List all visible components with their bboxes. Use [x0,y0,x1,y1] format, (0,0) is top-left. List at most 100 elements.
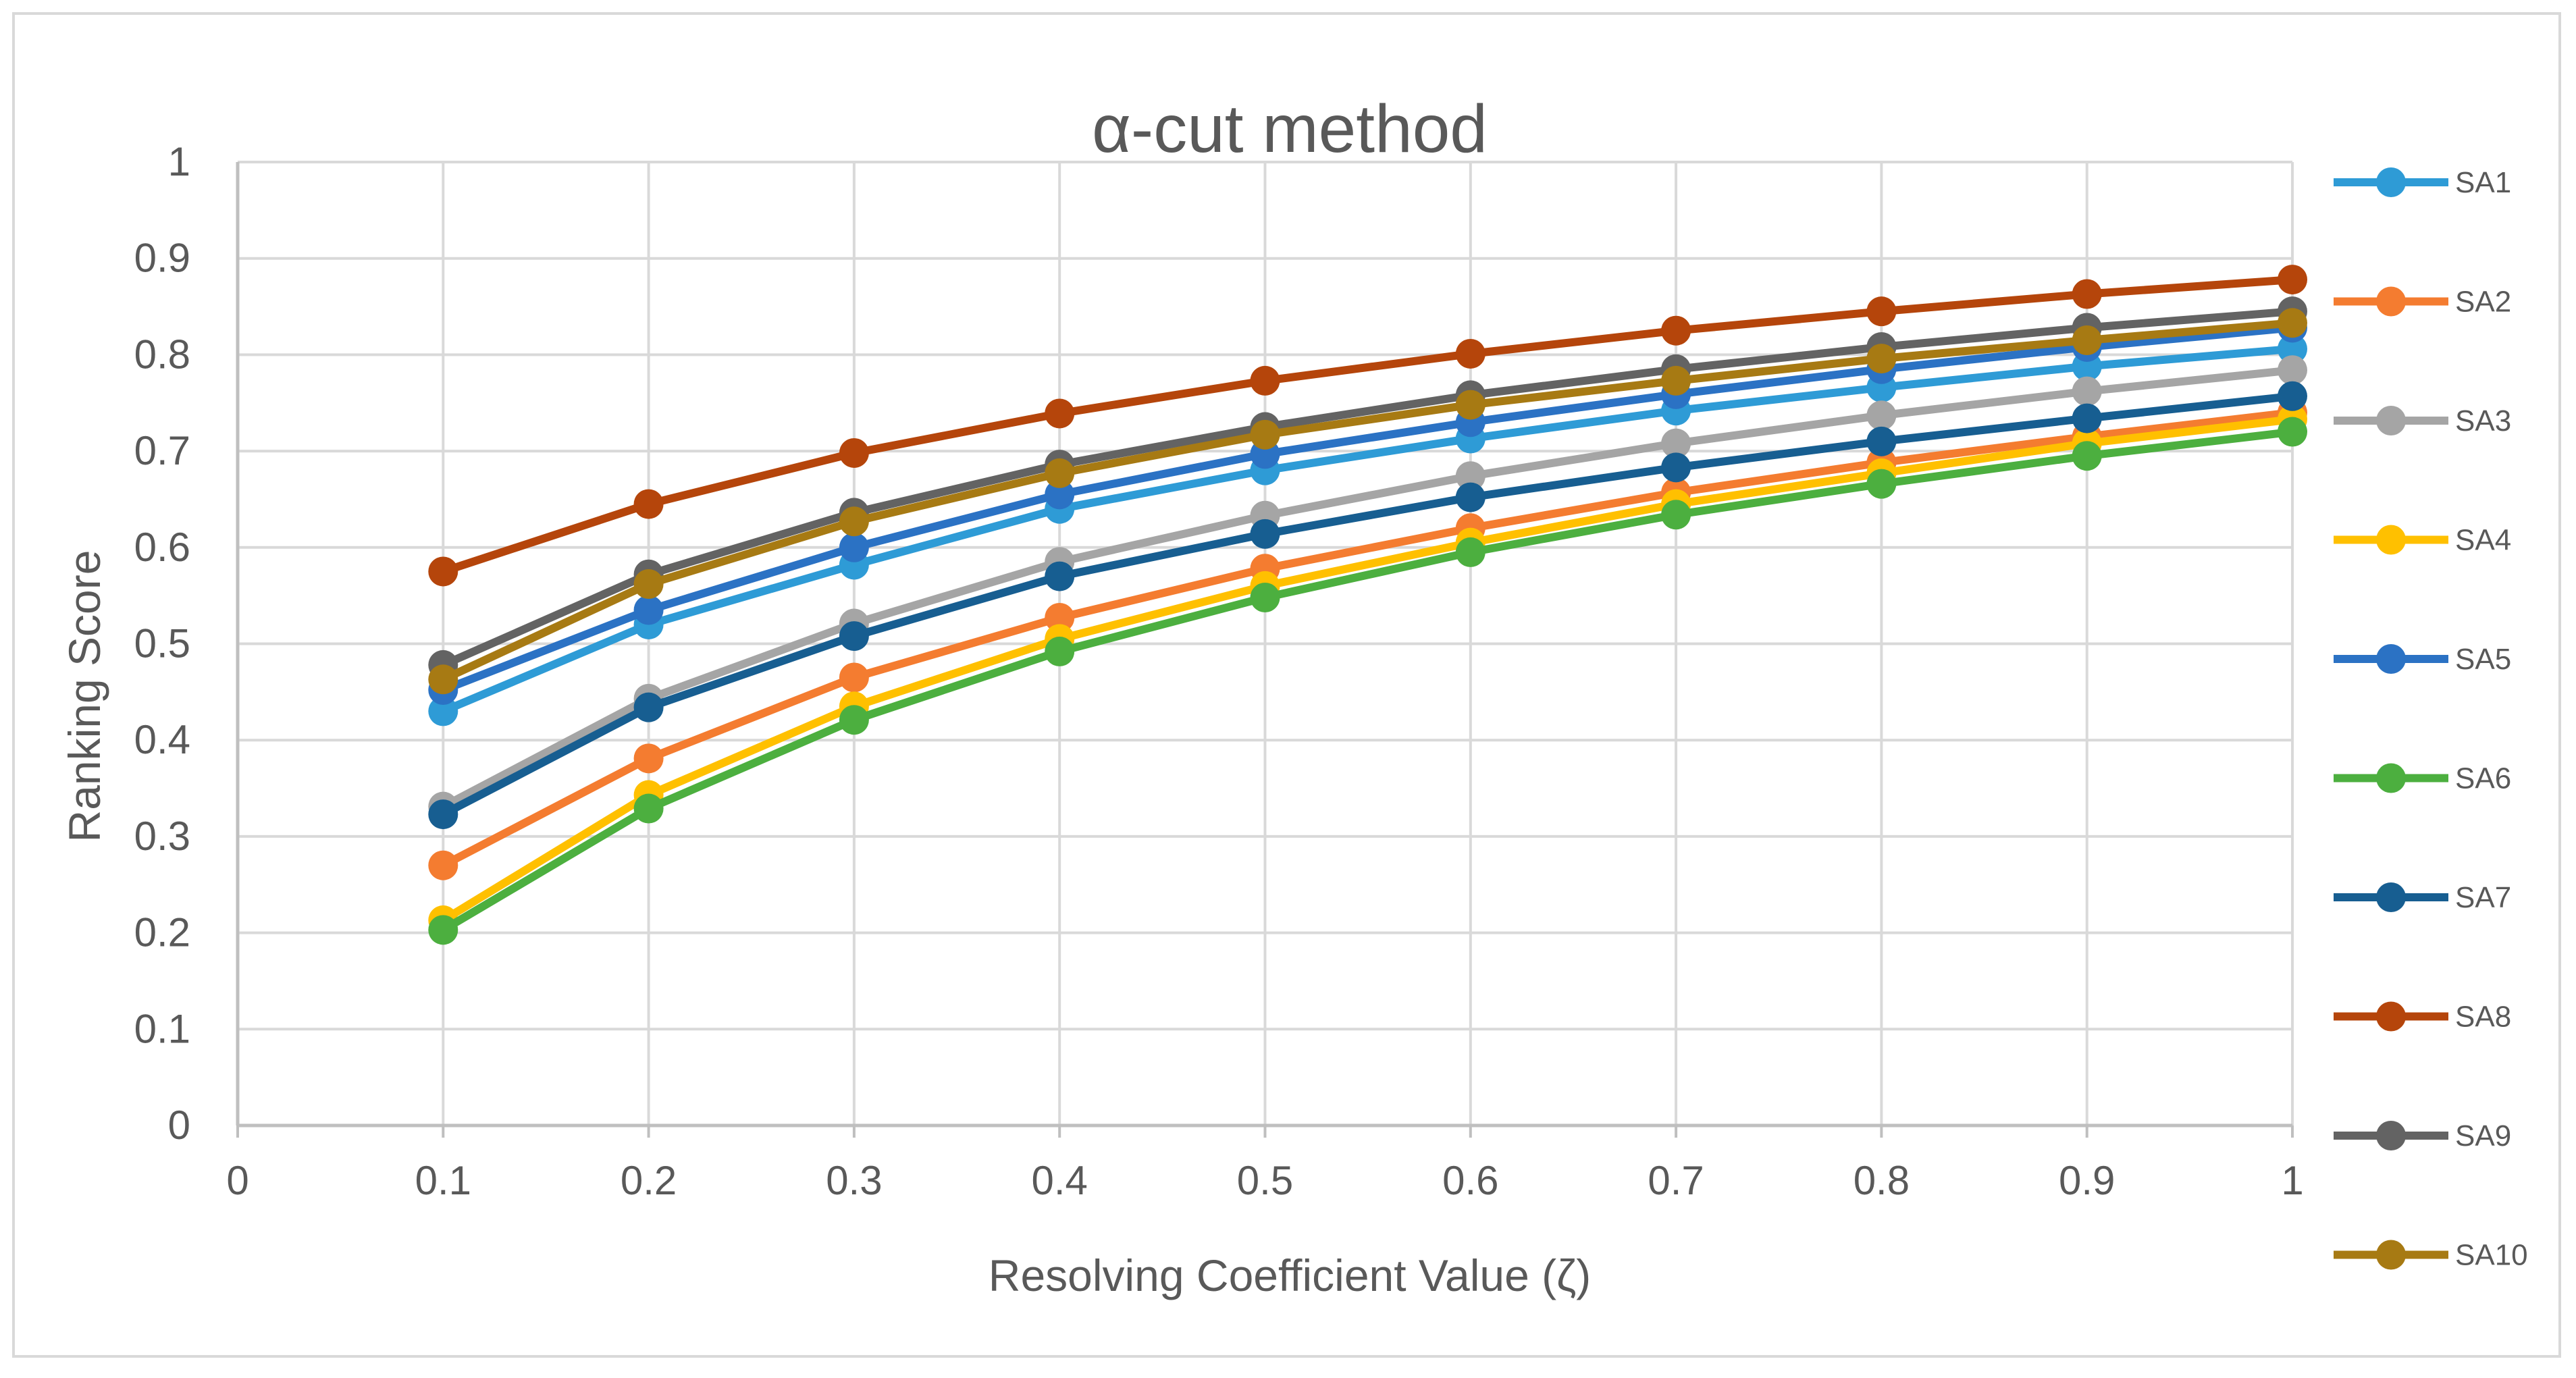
series-sa4 [428,404,2307,936]
legend-label: SA2 [2455,286,2511,319]
data-point [428,915,458,945]
legend-swatch-marker [2376,525,2406,555]
legend-label: SA9 [2455,1119,2511,1152]
data-point [1661,365,1691,396]
legend-label: SA10 [2455,1239,2528,1272]
data-point [1866,400,1897,431]
legend-entry-sa6: SA6 [2334,762,2511,795]
data-point [1455,537,1486,567]
data-point [1455,461,1486,492]
data-point [839,438,869,468]
data-point [1250,419,1280,450]
data-point [633,692,664,722]
series-line [441,415,2293,924]
legend-entry-sa9: SA9 [2334,1119,2511,1152]
chart-title: α-cut method [1092,91,1488,167]
data-point [1866,469,1897,499]
data-point [839,705,869,735]
series-line [441,344,2293,715]
legend-entry-sa10: SA10 [2334,1239,2528,1272]
data-point [2278,334,2307,364]
data-point [1045,398,1075,429]
series-line [441,307,2293,669]
data-point [1045,458,1075,488]
y-tick-label: 0.1 [134,1006,190,1051]
data-point [1866,426,1897,456]
data-point [839,532,869,562]
series-sa6 [428,417,2307,945]
data-point [1661,500,1691,530]
data-point [1045,561,1075,591]
data-point [428,850,458,880]
axis-layer: 0 0.1 0.2 0.3 0.4 0.5 0.6 0.7 0.8 0.9 1 0 0.1 0.2 0.3 0… [134,139,2304,1203]
y-tick-label: 1 [168,139,190,184]
legend-entry-sa8: SA8 [2334,1001,2511,1034]
y-tick-label: 0.4 [134,717,190,762]
x-tick-label: 0.7 [1648,1158,1704,1203]
y-tick-label: 0.8 [134,332,190,377]
legend-entry-sa2: SA2 [2334,286,2511,319]
legend-label: SA5 [2455,643,2511,676]
series-line [441,366,2293,811]
legend-swatch-marker [2376,644,2406,674]
legend-swatch-marker [2376,1001,2406,1032]
data-point [2278,381,2307,411]
data-point [1045,636,1075,666]
data-point [1455,390,1486,420]
legend-entry-sa7: SA7 [2334,881,2511,914]
data-point [633,569,664,600]
data-point [2278,417,2307,447]
data-point [633,793,664,824]
y-tick-label: 0.9 [134,236,190,281]
data-point [1866,344,1897,374]
y-tick-label: 0.6 [134,525,190,570]
y-tick-label: 0.7 [134,428,190,473]
legend-swatch-marker [2376,286,2406,317]
series-sa10 [428,308,2307,695]
x-axis-title: Resolving Coefficient Value (ζ) [989,1250,1591,1300]
legend-swatch-marker [2376,763,2406,793]
x-tick-label: 0.3 [826,1158,882,1203]
y-tick-label: 0 [168,1103,190,1148]
data-point [1045,602,1075,633]
data-point [1455,338,1486,369]
data-point [633,743,664,774]
legend-entry-sa5: SA5 [2334,643,2511,676]
x-tick-label: 0.4 [1031,1158,1087,1203]
data-point [2072,279,2102,309]
legend-label: SA8 [2455,1001,2511,1034]
data-point [1250,519,1280,549]
data-point [1661,315,1691,346]
x-tick-label: 0.1 [415,1158,471,1203]
legend-entry-sa1: SA1 [2334,166,2511,199]
legend-swatch-marker [2376,1240,2406,1270]
series-line [441,319,2293,683]
legend-swatch-marker [2376,406,2406,435]
series-line [442,323,2293,694]
series-sa8 [428,265,2307,587]
data-point [2278,355,2307,386]
y-axis-title: Ranking Score [59,550,109,843]
legend-entry-sa3: SA3 [2334,404,2511,438]
x-tick-label: 1 [2281,1158,2303,1203]
data-point [633,595,664,625]
data-point [2278,308,2307,338]
legend-swatch-marker [2376,167,2406,197]
legend-entry-sa4: SA4 [2334,524,2511,557]
data-point [1250,365,1280,396]
data-point [1045,479,1075,510]
series-sa2 [428,398,2307,880]
x-tick-label: 0.6 [1442,1158,1498,1203]
data-point [633,489,664,519]
legend-swatch-marker [2376,882,2406,912]
data-point [1866,296,1897,327]
data-point [1661,428,1691,458]
y-tick-label: 0.3 [134,814,190,859]
x-tick-label: 0.9 [2059,1158,2115,1203]
data-point [839,662,869,693]
x-tick-label: 0.8 [1854,1158,1910,1203]
series-sa1 [428,334,2307,726]
legend-label: SA6 [2455,762,2511,795]
x-tick-label: 0.2 [621,1158,677,1203]
series-line [441,408,2293,870]
